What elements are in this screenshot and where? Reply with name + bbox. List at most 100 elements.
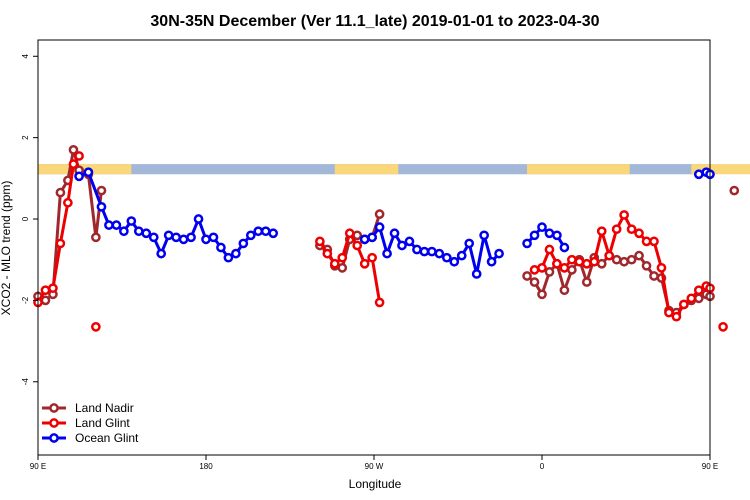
y-tick-label-3: -2	[21, 296, 30, 304]
data-point-1-6	[74, 151, 84, 161]
legend-label-1: Land Glint	[75, 416, 130, 430]
data-point-2-14	[186, 232, 196, 243]
data-point-0-35	[641, 260, 652, 271]
data-point-2-31	[397, 240, 407, 251]
data-point-0-3	[55, 187, 66, 198]
data-point-1-20	[559, 262, 570, 273]
data-point-2-49	[552, 230, 562, 241]
data-point-2-32	[404, 236, 415, 247]
data-point-0-5	[68, 145, 79, 155]
data-point-2-3	[104, 220, 114, 230]
data-point-2-35	[427, 246, 437, 257]
chart-title: 30N-35N December (Ver 11.1_late) 2019-01…	[150, 13, 599, 30]
data-point-1-27	[611, 224, 622, 235]
data-point-1-33	[656, 262, 667, 273]
data-point-1-19	[552, 258, 562, 269]
data-point-2-0	[74, 171, 84, 182]
data-point-1-2	[48, 283, 58, 294]
data-point-0-24	[559, 285, 570, 296]
data-point-2-41	[471, 269, 482, 279]
data-point-0-18	[374, 209, 385, 219]
data-point-2-27	[367, 232, 377, 243]
data-point-2-43	[486, 256, 497, 267]
data-point-1-14	[367, 252, 377, 263]
data-point-2-50	[559, 242, 570, 253]
data-point-2-45	[522, 238, 532, 249]
data-point-0-29	[596, 258, 607, 269]
legend-label-2: Ocean Glint	[75, 431, 139, 445]
data-point-1-21	[567, 254, 577, 265]
legend-marker-2	[49, 433, 59, 443]
data-point-0-36	[649, 271, 659, 281]
data-point-1-22	[574, 256, 585, 267]
isolated-point-0	[91, 321, 101, 332]
y-axis: 4 2 0 -2 -4	[21, 54, 38, 385]
data-point-0-21	[537, 289, 547, 300]
data-point-1-26	[604, 250, 615, 261]
data-point-2-40	[464, 238, 475, 249]
data-point-0-13	[337, 262, 348, 273]
data-point-0-9	[96, 185, 107, 196]
y-tick-label-0: 4	[21, 54, 30, 59]
data-point-1-38	[693, 285, 704, 296]
data-point-2-47	[537, 222, 547, 233]
data-point-1-12	[352, 240, 363, 251]
data-point-1-37	[686, 293, 697, 304]
data-point-1-18	[544, 244, 555, 255]
data-point-2-44	[494, 248, 504, 259]
data-point-0-42	[693, 293, 704, 304]
data-point-2-42	[479, 230, 489, 241]
x-tick-label-4: 90 E	[702, 462, 718, 471]
data-point-1-29	[626, 224, 637, 235]
series-2	[74, 167, 715, 279]
data-point-2-23	[253, 226, 264, 237]
data-point-2-36	[434, 248, 445, 259]
data-point-1-17	[537, 262, 547, 273]
data-point-2-6	[126, 216, 137, 226]
data-point-2-33	[412, 244, 422, 255]
data-point-1-15	[374, 297, 385, 308]
data-point-0-15	[352, 230, 363, 241]
data-point-2-24	[260, 226, 271, 237]
data-point-2-51	[693, 169, 704, 180]
data-point-2-11	[163, 230, 174, 241]
x-tick-label-1: 180	[199, 462, 213, 471]
isolated-point-2	[729, 185, 740, 196]
x-axis-label: Longitude	[349, 477, 402, 491]
data-point-2-34	[419, 246, 430, 257]
legend-marker-1	[49, 418, 59, 428]
data-point-0-31	[611, 254, 622, 265]
data-point-1-10	[337, 252, 348, 263]
isolated-point-1	[718, 321, 728, 332]
data-point-2-17	[208, 232, 219, 243]
data-point-1-8	[322, 248, 333, 259]
data-point-0-1	[40, 295, 51, 306]
data-point-0-32	[619, 256, 629, 267]
data-point-0-34	[634, 250, 644, 261]
legend-marker-0	[49, 403, 59, 413]
y-axis-label: XCO2 - MLO trend (ppm)	[0, 181, 13, 316]
data-point-1-34	[664, 307, 674, 318]
data-point-2-25	[268, 228, 279, 239]
data-point-1-25	[596, 226, 607, 237]
data-point-2-7	[133, 226, 144, 237]
data-point-1-36	[679, 299, 689, 310]
y-tick-label-2: 0	[21, 216, 30, 221]
data-point-2-48	[544, 228, 555, 239]
data-point-2-13	[178, 234, 189, 245]
data-point-2-16	[201, 234, 211, 245]
data-point-2-20	[231, 248, 241, 259]
data-point-2-30	[389, 228, 400, 239]
data-point-2-15	[193, 214, 204, 224]
plot-frame	[37, 39, 711, 456]
data-point-1-31	[641, 236, 652, 247]
x-tick-label-3: 0	[540, 462, 545, 471]
data-point-2-29	[382, 248, 392, 259]
x-tick-label-2: 90 W	[365, 462, 384, 471]
data-point-1-7	[315, 236, 325, 247]
data-point-1-32	[649, 236, 659, 247]
data-point-2-2	[96, 201, 107, 212]
data-point-0-8	[91, 232, 101, 243]
land-segment-3	[691, 164, 750, 175]
